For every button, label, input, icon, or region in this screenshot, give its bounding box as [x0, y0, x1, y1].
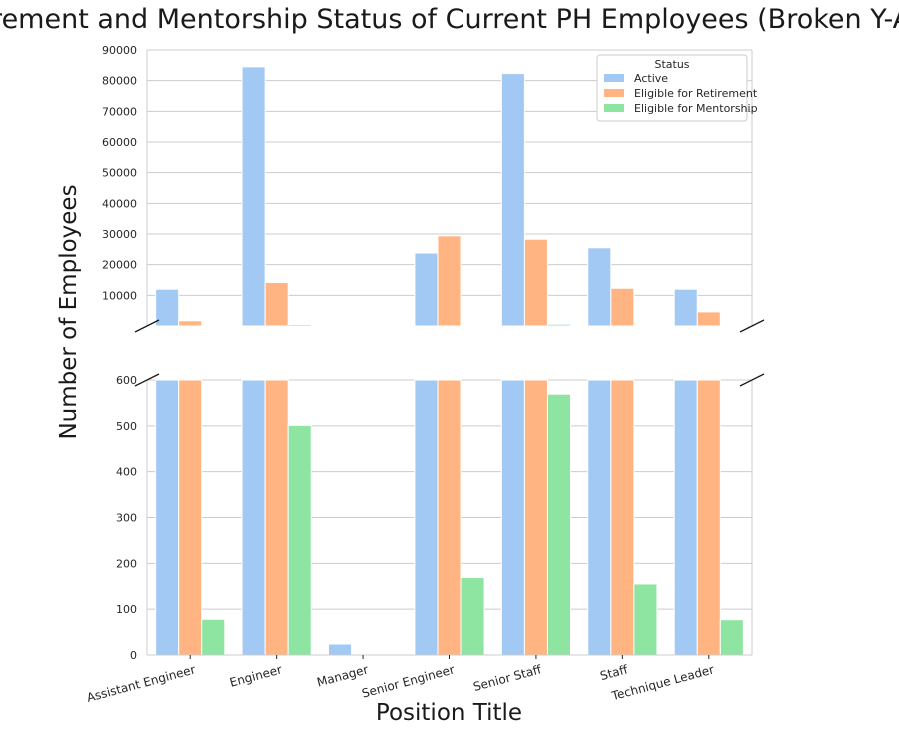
upper-y-tick-label: 50000: [102, 167, 137, 180]
lower-y-tick-label: 100: [116, 603, 137, 616]
bar-lower-active: [414, 379, 439, 656]
bar-upper-active: [241, 66, 266, 327]
x-tick-label: Engineer: [228, 662, 283, 689]
upper-y-tick-label: 90000: [102, 44, 137, 57]
bar-lower-eligible-for-mentorship: [201, 618, 226, 656]
bar-upper-active: [500, 73, 525, 327]
upper-y-tick-label: 20000: [102, 259, 137, 272]
bar-lower-eligible-for-retirement: [264, 379, 289, 656]
axis-break-mark: [134, 319, 160, 333]
bar-upper-eligible-for-retirement: [696, 311, 721, 327]
axis-break-mark: [739, 373, 765, 387]
x-tick-label: Senior Staff: [471, 662, 543, 694]
bar-lower-eligible-for-retirement: [523, 379, 548, 656]
axis-break-mark: [739, 319, 765, 333]
bar-lower-active: [328, 643, 353, 656]
bar-upper-active: [673, 288, 698, 327]
bar-upper-eligible-for-mentorship: [287, 323, 312, 327]
bar-upper-active: [414, 252, 439, 327]
bar-lower-active: [587, 379, 612, 656]
bar-lower-eligible-for-mentorship: [633, 583, 658, 656]
bar-upper-eligible-for-retirement: [523, 238, 548, 327]
x-tick-label: Assistant Engineer: [85, 662, 197, 705]
legend-box: [596, 54, 748, 122]
lower-y-tick-label: 200: [116, 557, 137, 570]
upper-y-tick-label: 30000: [102, 228, 137, 241]
legend-swatch: [604, 104, 624, 112]
axis-break-marks: [134, 319, 765, 387]
bar-upper-eligible-for-mentorship: [546, 323, 572, 327]
bar-upper-eligible-for-retirement: [437, 235, 462, 327]
legend-swatch: [604, 89, 624, 97]
legend-label: Eligible for Mentorship: [634, 102, 758, 115]
axis-break-mark: [134, 373, 160, 387]
x-tick-label: Staff: [599, 662, 630, 683]
legend-title: Status: [654, 58, 689, 71]
x-tick-label: Senior Engineer: [360, 662, 456, 700]
lower-y-tick-label: 400: [116, 466, 137, 479]
bar-lower-eligible-for-mentorship: [287, 424, 312, 656]
bar-lower-eligible-for-mentorship: [460, 577, 485, 656]
bar-upper-active: [155, 288, 180, 327]
lower-y-tick-label: 300: [116, 512, 137, 525]
lower-y-tick-label: 500: [116, 420, 137, 433]
x-axis-label: Position Title: [376, 700, 522, 726]
lower-y-tick-label: 0: [130, 649, 137, 662]
upper-y-tick-label: 60000: [102, 136, 137, 149]
bar-lower-active: [155, 379, 180, 656]
bar-lower-eligible-for-retirement: [610, 379, 635, 656]
bar-upper-active: [587, 247, 612, 327]
bar-lower-eligible-for-mentorship: [719, 619, 744, 656]
bar-lower-eligible-for-mentorship: [546, 393, 572, 656]
legend-label: Active: [634, 72, 668, 85]
lower-panel: 0 100 200 300 400 500 600: [116, 374, 753, 662]
upper-panel: 10000 20000 30000 40000 50000 60000 70000 80000…: [102, 44, 753, 327]
y-axis-label: Number of Employees: [56, 184, 82, 439]
x-tick-labels: Assistant Engineer Engineer ManagerSenior …: [85, 655, 716, 705]
legend-swatch: [604, 74, 624, 82]
bar-lower-active: [241, 379, 266, 656]
bar-upper-eligible-for-retirement: [610, 287, 635, 327]
legend-label: Eligible for Retirement: [634, 87, 758, 100]
bar-lower-active: [500, 379, 525, 656]
bar-lower-active: [673, 379, 698, 656]
upper-y-tick-label: 40000: [102, 197, 137, 210]
x-tick-label: Manager: [315, 662, 369, 689]
upper-y-tick-label: 80000: [102, 75, 137, 88]
bar-lower-eligible-for-retirement: [437, 379, 462, 656]
legend: Status Active Eligible for Retirement Elig…: [596, 54, 758, 122]
bar-upper-eligible-for-mentorship: [460, 324, 485, 327]
bar-upper-eligible-for-retirement: [264, 281, 289, 327]
upper-y-tick-label: 10000: [102, 289, 137, 302]
bar-lower-eligible-for-retirement: [696, 379, 721, 656]
bar-lower-eligible-for-retirement: [178, 379, 203, 656]
chart-title: Retirement and Mentorship Status of Curr…: [0, 4, 899, 35]
bar-upper-eligible-for-retirement: [178, 320, 203, 327]
upper-y-tick-label: 70000: [102, 105, 137, 118]
lower-y-tick-label: 600: [116, 374, 137, 387]
